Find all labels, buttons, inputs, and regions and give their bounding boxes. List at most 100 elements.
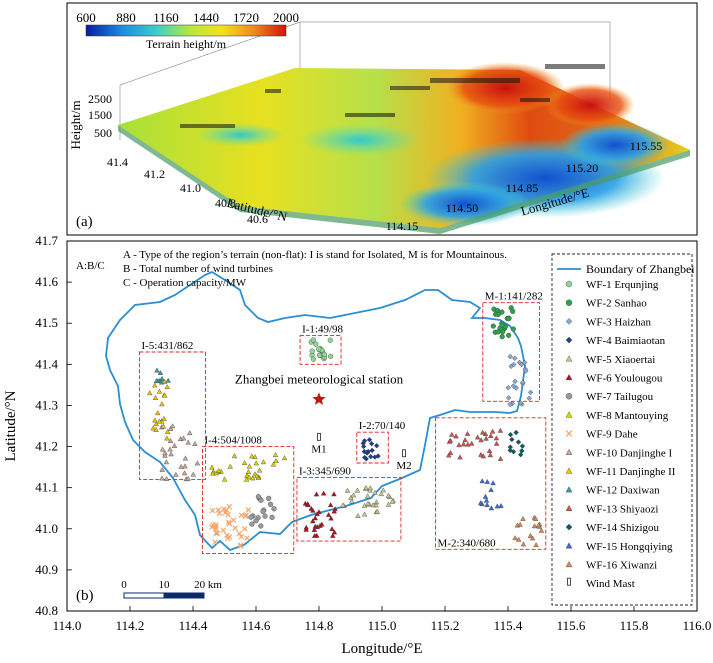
turbine-marker	[507, 431, 514, 438]
turbine-marker	[385, 501, 392, 507]
x-tick-label: 114.0	[53, 618, 82, 633]
turbine-marker	[464, 430, 471, 436]
turbine-marker	[255, 494, 262, 500]
turbine-marker	[495, 311, 501, 318]
turbine-marker	[369, 447, 375, 454]
turbine-marker	[310, 337, 316, 343]
turbine-marker	[368, 453, 374, 460]
colorbar-tick: 2000	[273, 10, 299, 25]
turbine-marker	[365, 500, 371, 506]
x-tick-label: 114.8	[305, 618, 334, 633]
legend-marker	[565, 467, 573, 474]
turbine-marker	[162, 450, 168, 456]
turbine-marker	[354, 487, 361, 493]
turbine-marker	[258, 523, 264, 529]
turbine-marker	[156, 418, 163, 424]
turbine-marker	[256, 467, 263, 473]
legend-box	[551, 253, 693, 606]
turbine-marker	[507, 353, 513, 360]
region-label: I-2:70/140	[359, 420, 406, 432]
turbine-marker	[246, 474, 252, 480]
turbine-marker	[225, 511, 231, 518]
turbine-marker	[246, 463, 253, 469]
colorbar-tick: 1160	[153, 10, 179, 25]
turbine-marker	[164, 428, 171, 434]
turbine-marker	[367, 487, 373, 493]
panel-a-lat-tick: 41.0	[180, 181, 201, 195]
turbine-marker	[270, 461, 277, 467]
x-tick-label: 114.6	[242, 618, 271, 633]
y-tick-label: 41.2	[35, 439, 58, 454]
panel-a-lon-tick: 114.85	[506, 181, 539, 195]
mast-label: M1	[311, 443, 326, 455]
x-tick-label: 116.0	[683, 618, 712, 633]
turbine-marker	[505, 395, 512, 401]
region-boxes: I-1:49/98 I-2:70/140 I-3:345/690 I-4:504/10…	[138, 291, 547, 554]
turbine-marker	[515, 536, 522, 542]
region-box	[482, 302, 540, 402]
zhangbei-boundary	[105, 270, 526, 552]
panel-a-lon-tick: 115.20	[566, 161, 599, 175]
legend-mast-label: Wind Mast	[586, 578, 635, 590]
turbine-marker	[368, 441, 375, 447]
turbine-marker	[321, 351, 327, 358]
turbine-marker	[253, 518, 259, 524]
turbine-marker	[519, 448, 525, 454]
turbine-marker	[272, 452, 279, 458]
region-label: I-3:345/690	[299, 465, 351, 477]
turbine-marker	[221, 476, 228, 482]
turbine-marker	[173, 471, 179, 477]
legend-marker	[565, 411, 573, 418]
turbine-marker	[497, 427, 504, 433]
turbine-marker	[499, 309, 505, 315]
turbine-marker	[155, 410, 161, 416]
panel-a-lat-tick: 40.6	[247, 212, 268, 226]
turbine-marker	[310, 518, 316, 524]
turbine-marker	[327, 502, 334, 508]
turbine-marker	[515, 439, 522, 445]
region-label: I-4:504/1008	[204, 435, 262, 447]
turbine-marker	[159, 401, 165, 407]
turbine-marker	[159, 446, 166, 452]
turbine-marker	[232, 525, 238, 531]
turbine-marker	[331, 491, 337, 497]
legend-boundary-label: Boundary of Zhangbei	[586, 262, 695, 276]
turbine-marker	[162, 452, 168, 458]
region-label: I-1:49/98	[302, 324, 343, 336]
scale-tick-0: 0	[121, 579, 127, 591]
turbine-marker	[273, 458, 279, 464]
turbine-marker	[517, 452, 524, 458]
turbine-marker	[493, 440, 500, 446]
key-line: C - Operation capacity/MW	[123, 277, 247, 289]
turbine-marker	[236, 530, 243, 537]
legend-item: WF-9 Dahe	[586, 429, 638, 441]
turbine-marker	[486, 448, 493, 453]
turbine-marker	[380, 487, 386, 493]
turbine-marker	[182, 455, 189, 461]
turbine-marker	[224, 532, 230, 539]
panel-b-axes: 114.0 114.2 114.4 114.6 114.8 115.0 115.2 115.4…	[35, 233, 711, 633]
turbine-marker	[310, 507, 316, 513]
turbine-marker	[269, 514, 275, 521]
turbine-marker	[523, 368, 529, 374]
region-box	[296, 476, 402, 542]
turbine-marker	[460, 441, 467, 447]
legend-item: WF-14 Shizigou	[586, 522, 660, 534]
turbine-marker	[535, 522, 542, 528]
turbine-marker	[167, 446, 173, 452]
panel-a-lon-tick: 114.50	[446, 201, 479, 215]
meteorological-station: Zhangbei meteorological station	[235, 371, 404, 405]
turbine-marker	[319, 521, 325, 527]
turbine-marker	[520, 379, 526, 385]
turbine-marker	[249, 453, 255, 459]
turbine-marker	[305, 502, 311, 508]
region-label: M-2:340/680	[438, 537, 497, 549]
turbine-marker	[182, 463, 188, 469]
turbine-marker	[478, 437, 484, 443]
legend-item: WF-11 Danjinghe II	[586, 466, 676, 478]
turbine-marker	[160, 423, 167, 429]
colorbar	[85, 24, 287, 37]
turbine-marker	[374, 508, 381, 514]
turbine-marker	[159, 466, 165, 472]
wind-masts: M1 M2	[311, 432, 412, 472]
